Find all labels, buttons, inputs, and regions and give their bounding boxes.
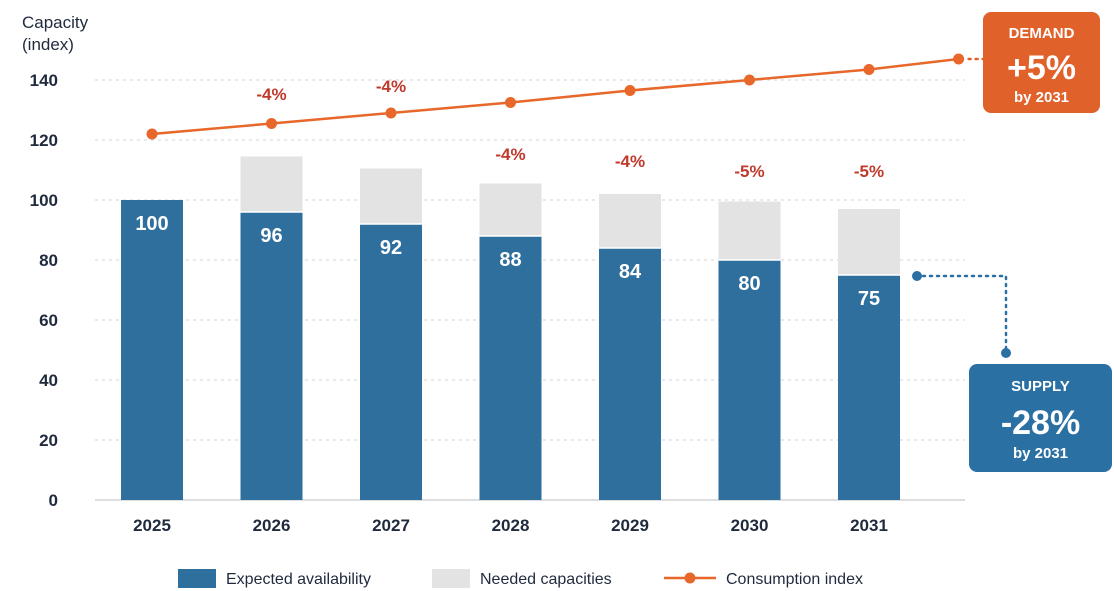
bar-needed-capacities: [599, 194, 661, 248]
demand-title: DEMAND: [1009, 25, 1075, 42]
bar-needed-capacities: [240, 156, 303, 212]
consumption-point: [266, 118, 277, 129]
y-tick-label: 80: [39, 251, 58, 270]
consumption-point: [385, 107, 397, 119]
x-tick-label: 2028: [492, 516, 530, 535]
change-labels: -4% -4% -4% -4% -5% -5%: [256, 77, 884, 181]
supply-subtitle: by 2031: [1013, 445, 1068, 462]
legend-label-needed: Needed capacities: [480, 571, 612, 588]
x-tick-label: 2030: [731, 516, 769, 535]
consumption-point: [505, 97, 516, 108]
bar-needed-capacities: [360, 168, 422, 224]
x-tick-label: 2026: [253, 516, 291, 535]
x-tick-label: 2029: [611, 516, 649, 535]
bar-expected-availability: [718, 260, 781, 500]
x-tick-label: 2025: [133, 516, 171, 535]
y-tick-label: 0: [49, 491, 58, 510]
x-axis-ticks: 2025 2026 2027 2028 2029 2030 2031: [133, 516, 888, 535]
change-label: -4%: [495, 145, 525, 164]
demand-callout: DEMAND +5% by 2031: [967, 12, 1100, 113]
bar-expected-availability: [599, 248, 661, 500]
y-tick-label: 40: [39, 371, 58, 390]
consumption-line: [146, 53, 965, 140]
y-tick-label: 100: [30, 191, 58, 210]
y-tick-label: 20: [39, 431, 58, 450]
y-axis-title-line: Capacity: [22, 13, 89, 32]
y-tick-label: 120: [30, 131, 58, 150]
consumption-point: [146, 128, 158, 140]
y-axis-title-line: (index): [22, 35, 74, 54]
consumption-point: [863, 64, 875, 75]
legend: Expected availability Needed capacities …: [178, 569, 863, 588]
y-tick-label: 140: [30, 71, 58, 90]
supply-box: [969, 364, 1112, 472]
bar-value-label: 75: [858, 288, 880, 310]
demand-subtitle: by 2031: [1014, 89, 1069, 106]
supply-value: -28%: [1001, 404, 1080, 442]
demand-value: +5%: [1007, 49, 1076, 87]
y-axis-ticks: 0 20 40 60 80 100 120 140: [30, 71, 58, 510]
bar-expected-availability: [240, 212, 303, 500]
bar-needed-capacities: [838, 209, 900, 275]
bar-value-label: 80: [738, 273, 760, 295]
y-axis-title: Capacity (index): [22, 13, 89, 54]
x-tick-label: 2031: [850, 516, 888, 535]
supply-title: SUPPLY: [1011, 378, 1070, 395]
bar-needed-capacities: [479, 183, 542, 236]
bar-value-label: 88: [499, 249, 521, 271]
consumption-point: [953, 53, 965, 65]
change-label: -4%: [376, 77, 406, 96]
change-label: -4%: [256, 85, 286, 104]
legend-swatch-expected: [178, 569, 216, 588]
bar-expected-availability: [838, 275, 900, 500]
bar-value-label: 96: [260, 225, 282, 247]
supply-leader-dot-end: [1001, 348, 1011, 358]
bar-expected-availability: [479, 236, 542, 500]
change-label: -5%: [854, 162, 884, 181]
x-tick-label: 2027: [372, 516, 410, 535]
supply-leader-line: [921, 274, 1008, 355]
bar-expected-availability: [360, 224, 422, 500]
bar-value-label: 100: [135, 213, 168, 235]
consumption-line-path: [151, 57, 959, 136]
change-label: -4%: [615, 152, 645, 171]
bar-value-label: 84: [619, 261, 642, 283]
legend-swatch-consumption-dot: [684, 572, 696, 584]
y-tick-label: 60: [39, 311, 58, 330]
legend-label-consumption: Consumption index: [726, 571, 863, 588]
consumption-point: [744, 74, 755, 86]
bar-value-label: 92: [380, 237, 402, 259]
demand-box: [983, 12, 1100, 113]
legend-label-expected: Expected availability: [226, 571, 371, 588]
bars: 100 96 92 88 84 80 75: [121, 156, 900, 500]
legend-swatch-needed: [432, 569, 470, 588]
supply-leader-dot-start: [912, 271, 922, 281]
consumption-point: [624, 85, 636, 96]
bar-needed-capacities: [718, 201, 781, 260]
supply-callout: SUPPLY -28% by 2031: [912, 271, 1112, 472]
bar-expected-availability: [121, 200, 183, 500]
change-label: -5%: [734, 162, 764, 181]
